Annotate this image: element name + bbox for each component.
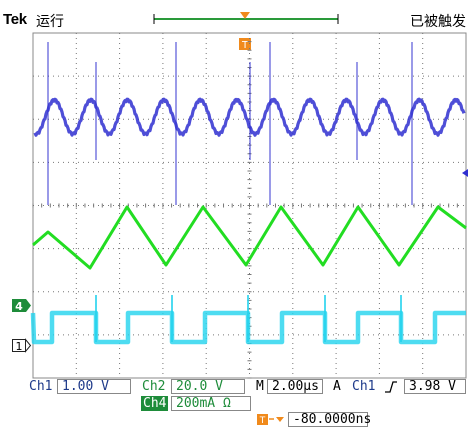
record-view-bar: [153, 14, 339, 24]
trigger-offset-value[interactable]: -80.0000ns: [288, 412, 371, 427]
svg-text:T: T: [259, 416, 266, 426]
acquisition-run-state: 运行: [36, 14, 64, 30]
trigger-status: 已被触发: [410, 14, 466, 30]
ch4-scale-value[interactable]: 200mA Ω: [171, 396, 251, 411]
trigger-position-marker[interactable]: T: [239, 12, 251, 51]
ch4-label: Ch4: [141, 396, 169, 411]
trigger-source[interactable]: Ch1: [352, 379, 376, 394]
trigger-level-value[interactable]: 3.98 V: [404, 379, 466, 394]
ch2-label: Ch2: [142, 379, 166, 394]
ch1-marker-label: 1: [16, 340, 23, 353]
ch1-ground-marker[interactable]: 1: [12, 338, 32, 354]
ch4-ground-marker[interactable]: 4: [12, 299, 31, 313]
status-bar: Tek 运行 已被触发: [0, 0, 474, 34]
brand-logo: Tek: [3, 11, 27, 28]
trigger-marker-label: T: [241, 40, 249, 51]
ch2-scale-value[interactable]: 20.0 V: [171, 379, 245, 394]
trigger-offset-icon: T: [257, 414, 284, 426]
trigger-level-icon: [462, 169, 468, 177]
ch4-marker-label: 4: [15, 300, 23, 313]
ch2-waveform: [32, 205, 467, 270]
rising-edge-icon: [385, 381, 397, 393]
ch1-scale-value[interactable]: 1.00 V: [57, 379, 131, 394]
trigger-mode-label: A: [333, 379, 341, 394]
timebase-value[interactable]: 2.00µs: [267, 379, 323, 394]
ch1-label: Ch1: [29, 379, 53, 394]
timebase-label: M: [256, 379, 264, 394]
waveform-traces: [30, 42, 467, 345]
